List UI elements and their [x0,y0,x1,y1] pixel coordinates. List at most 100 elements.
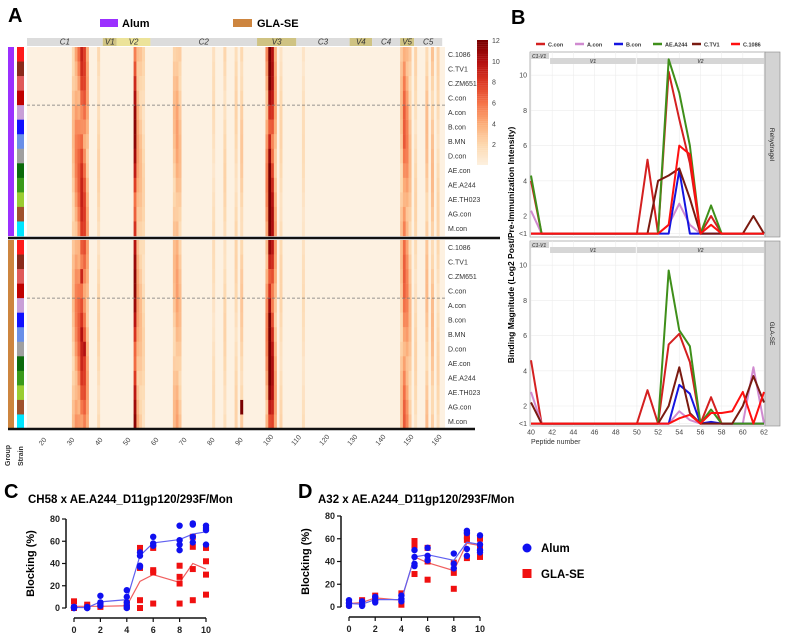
x-tick-label: 120 [319,434,332,448]
heatmap-cell [408,370,412,386]
heatmap-cell [133,283,137,299]
heatmap-cell [436,312,440,328]
heatmap-cell [279,414,283,430]
heatmap-cell [402,327,406,342]
heatmap-cell [178,119,182,135]
heatmap-cell [268,47,272,62]
heatmap-cell [136,370,140,386]
heatmap-cell [142,61,146,77]
y-tick-label: 2 [523,404,527,411]
heatmap-cell [97,76,101,91]
y-tick-label: 4 [523,178,527,185]
heatmap-cell [223,61,227,77]
heatmap-cell [71,47,75,62]
legend-label: A.con [587,43,603,49]
heatmap-cell [83,356,87,372]
heatmap-cell [172,254,176,270]
heatmap-cell [268,283,272,299]
region-strip [636,58,764,64]
heatmap-cell [139,298,143,313]
heatmap-cell [436,134,440,149]
heatmap-cell [265,356,269,372]
data-point-alum [176,541,183,548]
heatmap-cell [279,105,283,120]
data-point-alum [411,562,418,570]
colorbar-segment [477,56,488,59]
row-label: C.1086 [448,52,471,59]
heatmap-cell [425,414,429,430]
region-bar-c4 [372,38,401,46]
heatmap-cell [265,370,269,386]
region-strip-label: C1-V1 [532,54,546,60]
heatmap-cell [279,341,283,357]
colorbar-segment [477,79,488,82]
heatmap-cell [77,283,81,299]
row-label: AE.TH023 [448,197,480,204]
heatmap-cell [414,163,418,179]
heatmap-cell [240,240,244,255]
heatmap-cell [85,119,89,135]
heatmap-cell [142,327,146,342]
heatmap-cell [97,327,101,342]
heatmap-cell [279,47,283,62]
heatmap-cell [408,192,412,208]
heatmap-cell [80,312,84,328]
heatmap-cell [271,47,275,62]
heatmap-cell [268,341,272,357]
heatmap-cell [172,134,176,149]
heatmap-cell [271,105,275,120]
heatmap-cell [273,105,277,120]
heatmap-cell [142,192,146,208]
heatmap-cell [223,356,227,372]
heatmap-cell [178,177,182,193]
heatmap-cell [83,134,87,149]
heatmap-cell [71,254,75,270]
heatmap-cell [273,47,277,62]
heatmap-cell [212,105,216,120]
heatmap-cell [414,177,418,193]
heatmap-cell [212,90,216,106]
heatmap-cell [301,341,305,357]
heatmap-cell [436,399,440,415]
data-point-alum [84,604,91,612]
row-label: C.TV1 [448,66,468,73]
colorbar-segment [477,89,488,93]
heatmap-cell [223,269,227,284]
heatmap-cell [271,192,275,208]
heatmap-cell [85,163,89,179]
heatmap-cell [430,385,434,401]
heatmap-cell [178,283,182,299]
heatmap-cell [133,298,137,313]
legend-label: AE.A244 [665,43,688,49]
heatmap-cell [136,269,140,284]
strain-bar [17,47,24,62]
heatmap-cell [414,240,418,255]
heatmap-cell [430,269,434,284]
heatmap-cell [77,221,81,237]
heatmap-cell [408,356,412,372]
region-label: C1 [60,38,70,47]
x-tick-label: 30 [66,437,76,448]
heatmap-cell [301,148,305,164]
heatmap-cell [97,90,101,106]
strain-bar [17,192,24,208]
heatmap-cell [139,206,143,222]
heatmap-cell [430,399,434,415]
heatmap-cell [83,414,87,430]
heatmap-cell [400,254,404,270]
heatmap-cell [400,269,404,284]
legend-label: B.con [626,43,642,49]
heatmap-cell [405,105,409,120]
heatmap-cell [301,414,305,430]
heatmap-cell [402,269,406,284]
heatmap-cell [400,327,404,342]
heatmap-cell [400,399,404,415]
heatmap-cell [436,119,440,135]
heatmap-cell [136,206,140,222]
heatmap-cell [405,298,409,313]
heatmap-cell [279,148,283,164]
x-tick-label: 60 [150,437,160,448]
colorbar-segment [477,119,488,122]
heatmap-cell [405,240,409,255]
heatmap-cell [405,47,409,62]
